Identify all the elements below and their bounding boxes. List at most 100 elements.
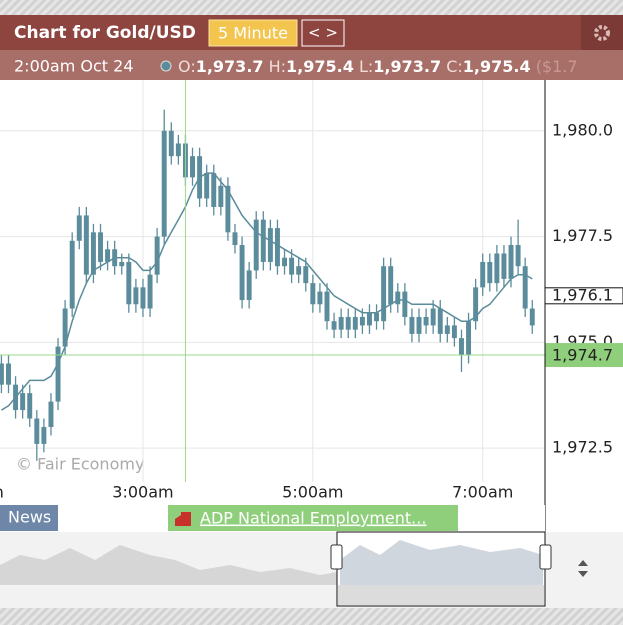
- info-time: 2:00am Oct 24: [14, 57, 134, 76]
- navigator-handle-left[interactable]: [330, 544, 343, 570]
- candle-body: [381, 266, 387, 322]
- candle-body: [190, 156, 195, 178]
- moving-average: [1, 172, 533, 411]
- candle-body: [154, 236, 160, 275]
- nav-button[interactable]: [301, 19, 345, 47]
- candle-body: [529, 308, 535, 326]
- header-bar: [0, 15, 623, 50]
- interval-button[interactable]: [208, 19, 298, 47]
- resize-arrows[interactable]: [578, 560, 588, 577]
- crosshair-label: 1,974.7: [552, 346, 613, 365]
- candle-body: [303, 266, 309, 284]
- navigator-history: [0, 545, 337, 585]
- navigator-handle-right[interactable]: [539, 544, 552, 570]
- candle-body: [119, 261, 125, 267]
- ohlc: O:1,973.7 H:1,975.4 L:1,973.7 C:1,975.4 …: [178, 57, 578, 76]
- candle-body: [494, 253, 500, 284]
- candle-body: [0, 363, 4, 385]
- candle-body: [437, 308, 443, 334]
- candle-body: [133, 287, 139, 305]
- x-tick-label: 3:00am: [112, 483, 173, 502]
- candle-body: [374, 312, 380, 322]
- candle-body: [267, 228, 273, 262]
- candle-body: [338, 316, 344, 330]
- candle-body: [487, 261, 493, 284]
- candle-body: [402, 291, 408, 317]
- candle-body: [480, 261, 486, 288]
- candle-body: [444, 325, 450, 334]
- chart-title: Chart for Gold/USD: [14, 23, 196, 43]
- candle-body: [501, 253, 507, 279]
- candle-body: [147, 274, 153, 309]
- candle-body: [296, 266, 302, 275]
- candle-body: [90, 232, 96, 275]
- crosshair-label-box: [545, 343, 623, 368]
- candle-body: [98, 232, 103, 262]
- candle-body: [76, 215, 82, 241]
- change-value: ($1.7: [536, 57, 578, 76]
- axes: 1,972.51,975.01,977.51,980.01:00am3:00am…: [0, 120, 623, 502]
- candle-body: [317, 291, 323, 305]
- candle-body: [239, 245, 245, 301]
- info-bar: [0, 50, 623, 80]
- interval-label[interactable]: 5 Minute: [218, 24, 288, 43]
- candle-body: [274, 228, 280, 267]
- candle-body: [324, 291, 330, 322]
- candle-body: [388, 266, 394, 305]
- plot-area: [0, 80, 545, 505]
- candle-body: [466, 321, 472, 356]
- settings-button[interactable]: [581, 15, 623, 50]
- candle-body: [515, 245, 521, 267]
- series-dot: [160, 60, 172, 72]
- candle-body: [423, 316, 429, 326]
- candle-body: [34, 418, 40, 444]
- x-tick-label: 7:00am: [452, 483, 513, 502]
- candle-body: [508, 245, 514, 279]
- close-label: C:: [446, 57, 463, 76]
- candle-body: [168, 130, 174, 157]
- x-tick-label: 5:00am: [282, 483, 343, 502]
- candle-body: [218, 185, 224, 207]
- low-value: 1,973.7: [373, 57, 441, 76]
- y-tick-label: 1,972.5: [552, 438, 613, 457]
- candle-body: [416, 316, 422, 334]
- nav-label[interactable]: < >: [308, 24, 338, 42]
- candle-body: [289, 257, 295, 275]
- candle-body: [260, 219, 266, 262]
- candle-body: [246, 270, 252, 301]
- candle-body: [55, 346, 61, 402]
- candle-body: [253, 219, 259, 271]
- candle-body: [83, 215, 89, 275]
- candle-body: [225, 185, 231, 233]
- candle-body: [161, 130, 167, 237]
- candle-body: [409, 316, 415, 334]
- candle-body: [359, 316, 365, 326]
- candle-body: [282, 257, 288, 267]
- candle-body: [345, 316, 351, 330]
- candle-body: [105, 249, 111, 262]
- open-value: 1,973.7: [196, 57, 264, 76]
- last-price-label: 1,976.1: [552, 285, 613, 304]
- candle-body: [140, 287, 146, 309]
- candle-body: [126, 261, 132, 305]
- plot: [0, 80, 545, 482]
- candle-body: [522, 266, 528, 309]
- candle-body: [175, 143, 181, 157]
- candle-body: [41, 426, 47, 444]
- navigator-selected: [340, 540, 543, 585]
- candle-body: [366, 312, 372, 326]
- news-label: News: [8, 508, 51, 527]
- news-event[interactable]: ADP National Employment...: [200, 509, 426, 528]
- low-label: L:: [359, 57, 373, 76]
- y-axis-panel: [545, 80, 623, 532]
- candle-body: [232, 232, 238, 246]
- navigator-scrollbar[interactable]: [338, 585, 544, 605]
- candle-body: [331, 321, 337, 330]
- candle-body: [48, 401, 54, 427]
- settings-icon[interactable]: [594, 25, 610, 41]
- candle-body: [211, 173, 217, 207]
- news-event-box[interactable]: [168, 505, 458, 531]
- candle-body: [6, 363, 11, 385]
